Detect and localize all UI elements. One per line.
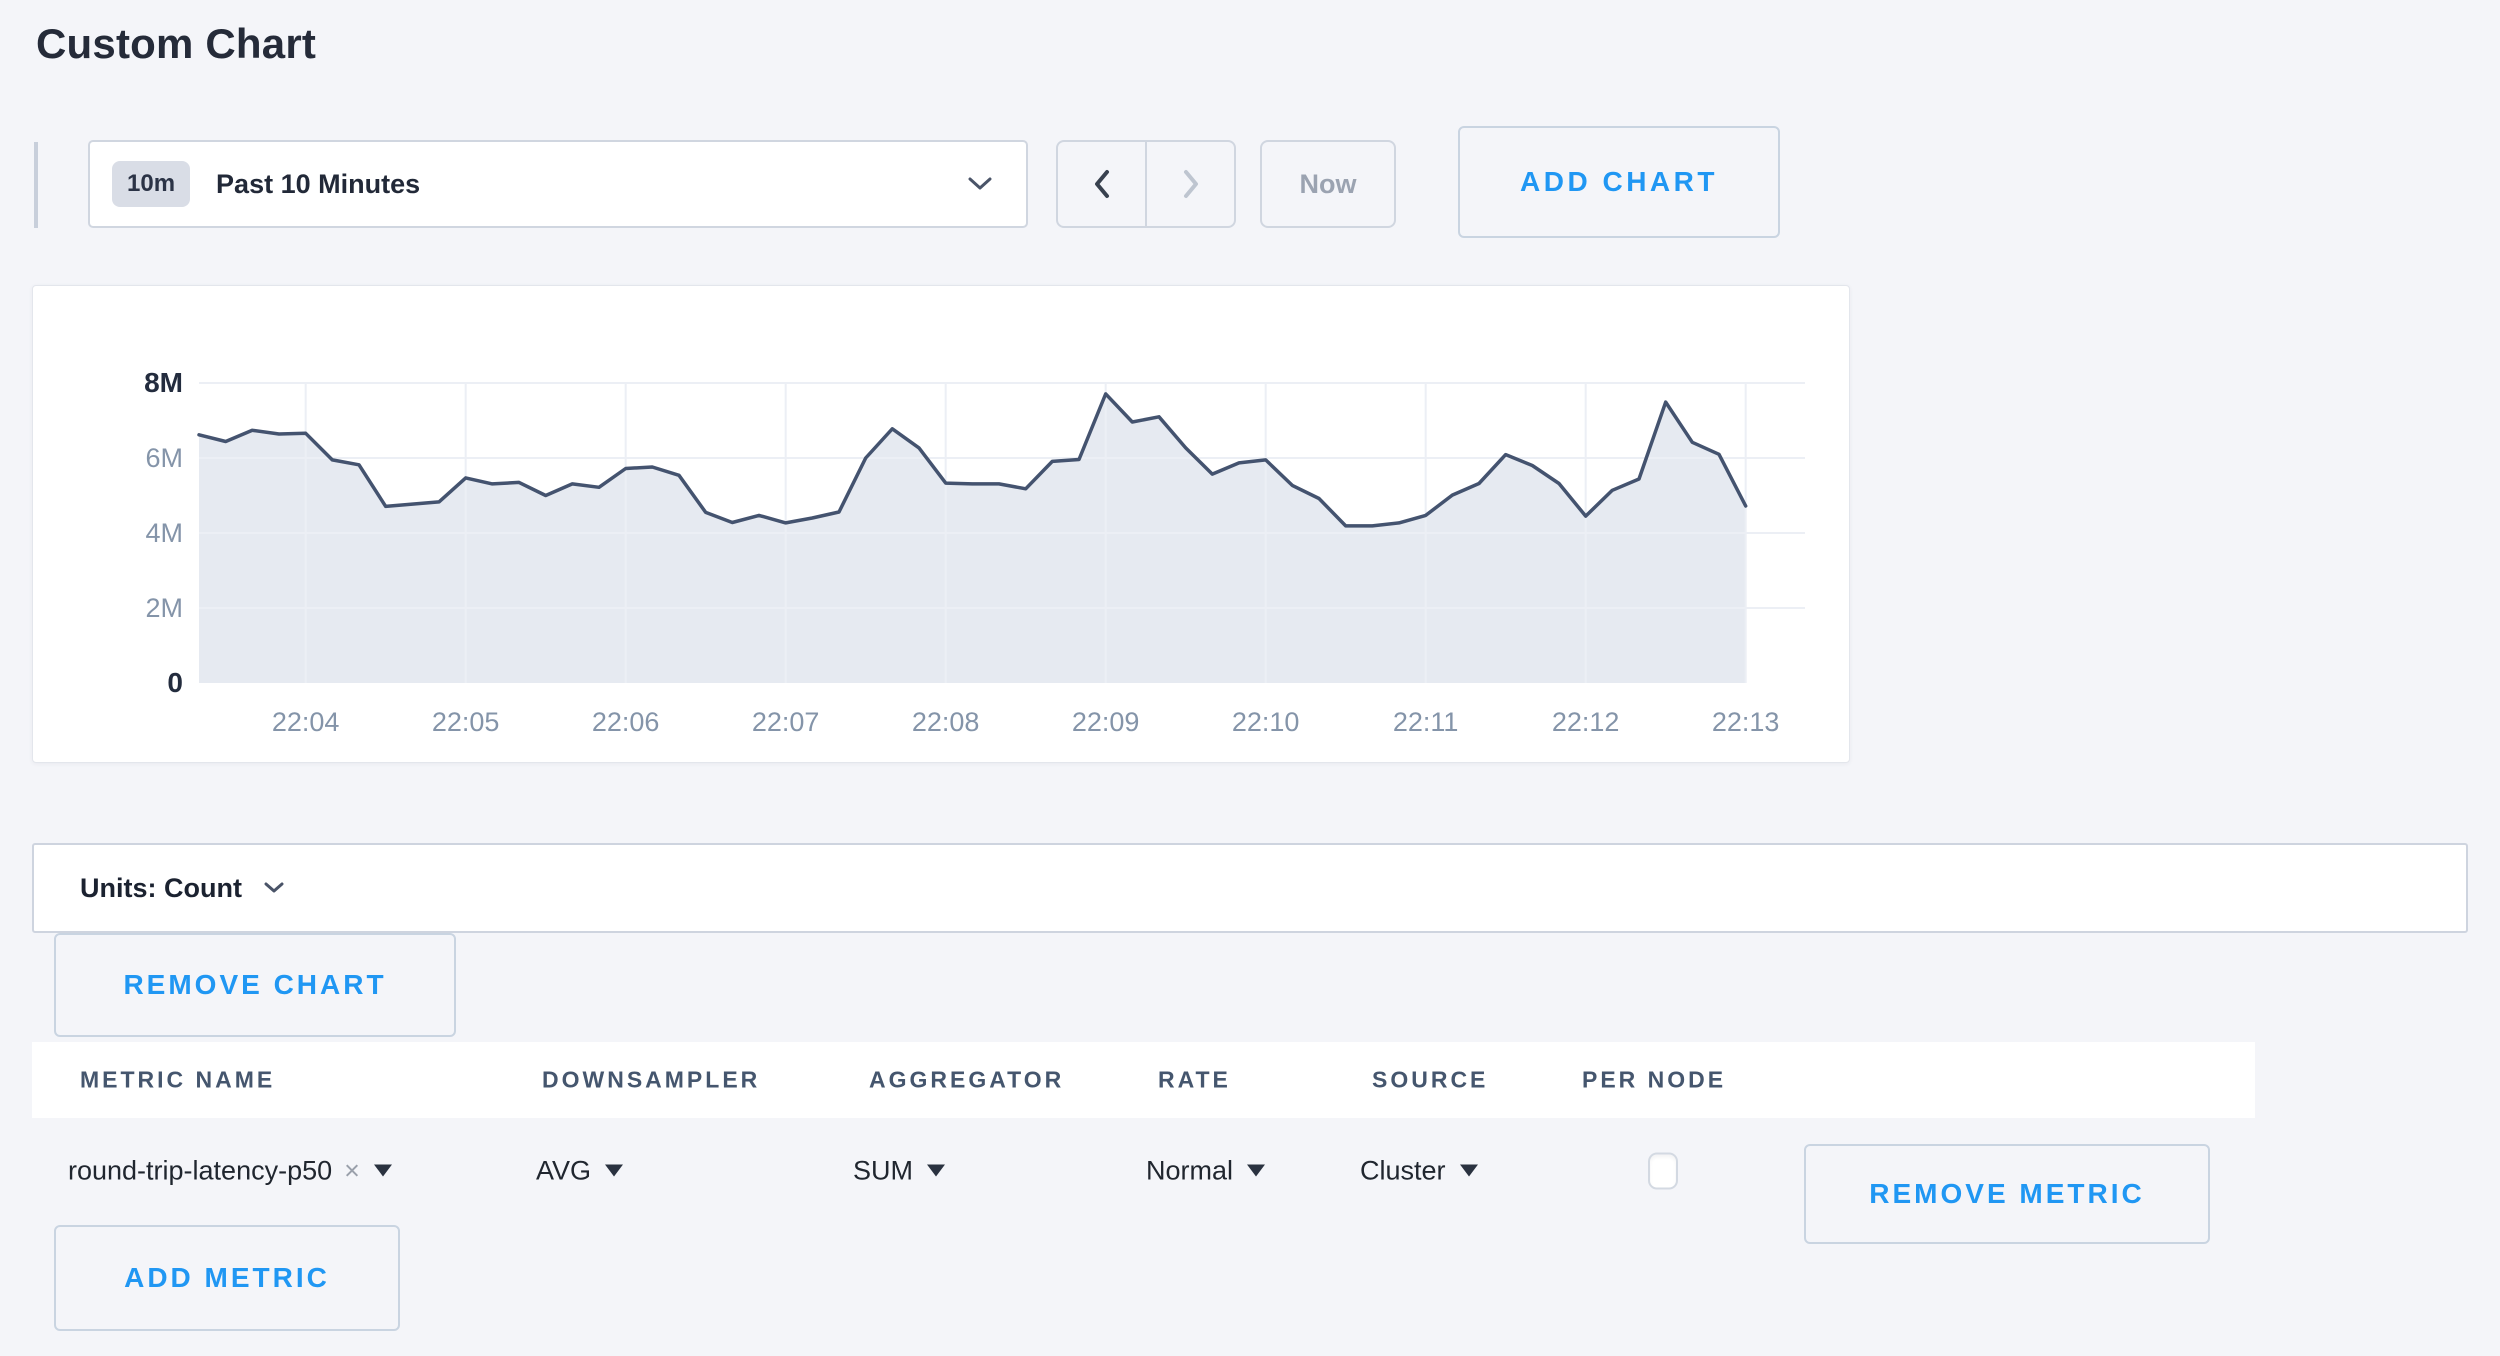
clear-metric-icon[interactable]: ×	[344, 1155, 360, 1185]
series-line	[197, 392, 1748, 528]
source-value: Cluster	[1360, 1155, 1446, 1185]
time-range-badge: 10m	[112, 161, 191, 207]
series-area-fill	[199, 393, 1746, 683]
prev-time-button[interactable]	[1058, 142, 1147, 226]
next-time-button[interactable]	[1147, 142, 1234, 226]
metrics-table-header: METRIC NAME DOWNSAMPLER AGGREGATOR RATE …	[32, 1042, 2255, 1118]
y-axis-tick-label: 6M	[145, 443, 183, 473]
add-metric-button[interactable]: ADD METRIC	[54, 1225, 400, 1331]
chart-plot-area[interactable]: 0 2M 4M 6M 8M 22:04 22:05 22:06 22:07 22:08 22:09 2…	[33, 286, 1851, 764]
chart-card: 0 2M 4M 6M 8M 22:04 22:05 22:06 22:07 22:08 22:09 2…	[32, 285, 1850, 763]
x-axis-tick-label: 22:12	[1552, 707, 1620, 737]
y-axis-tick-label: 8M	[144, 367, 183, 398]
y-axis-tick-label: 4M	[145, 518, 183, 548]
aggregator-dropdown[interactable]: SUM	[853, 1155, 945, 1186]
per-node-checkbox[interactable]	[1648, 1152, 1678, 1189]
units-selector[interactable]: Units: Count	[32, 843, 2468, 933]
x-axis-tick-label: 22:05	[432, 707, 500, 737]
x-axis-tick-label: 22:13	[1712, 707, 1780, 737]
caret-down-icon	[1459, 1164, 1478, 1177]
x-axis-tick-label: 22:06	[592, 707, 660, 737]
rate-dropdown[interactable]: Normal	[1146, 1155, 1266, 1186]
drag-handle-bar	[34, 142, 38, 228]
col-header-downsampler: DOWNSAMPLER	[542, 1066, 761, 1093]
chevron-left-icon	[1094, 170, 1109, 198]
remove-chart-button[interactable]: REMOVE CHART	[54, 933, 456, 1037]
y-axis-tick-label: 2M	[145, 593, 183, 623]
remove-metric-button[interactable]: REMOVE METRIC	[1804, 1144, 2210, 1244]
col-header-per-node: PER NODE	[1582, 1066, 1727, 1093]
rate-value: Normal	[1146, 1155, 1234, 1185]
caret-down-icon	[927, 1164, 945, 1177]
units-label: Units: Count	[80, 872, 242, 903]
page-title: Custom Chart	[36, 20, 317, 67]
time-nav-group	[1056, 140, 1236, 228]
time-range-selector[interactable]: 10m Past 10 Minutes	[88, 140, 1028, 228]
x-axis-tick-label: 22:04	[272, 707, 340, 737]
source-dropdown[interactable]: Cluster	[1360, 1155, 1478, 1186]
downsampler-dropdown[interactable]: AVG	[536, 1155, 624, 1186]
x-axis-tick-label: 22:10	[1232, 707, 1300, 737]
chevron-down-icon	[264, 882, 284, 893]
x-axis-tick-label: 22:11	[1393, 707, 1459, 737]
add-chart-button[interactable]: ADD CHART	[1458, 126, 1780, 238]
caret-down-icon	[605, 1164, 624, 1177]
col-header-metric-name: METRIC NAME	[80, 1066, 276, 1093]
x-axis-tick-label: 22:07	[752, 707, 820, 737]
col-header-aggregator: AGGREGATOR	[869, 1066, 1065, 1093]
caret-down-icon	[1247, 1164, 1266, 1177]
chevron-down-icon[interactable]	[968, 177, 992, 191]
x-axis-tick-label: 22:08	[912, 707, 980, 737]
metric-name-value: round-trip-latency-p50	[68, 1155, 333, 1185]
metric-name-dropdown[interactable]: round-trip-latency-p50 ×	[68, 1155, 392, 1186]
time-range-label: Past 10 Minutes	[216, 168, 421, 199]
caret-down-icon	[373, 1164, 392, 1177]
chevron-right-icon	[1183, 170, 1198, 198]
y-axis-tick-label: 0	[167, 667, 183, 698]
col-header-source: SOURCE	[1372, 1066, 1489, 1093]
x-axis-tick-label: 22:09	[1072, 707, 1140, 737]
col-header-rate: RATE	[1158, 1066, 1231, 1093]
downsampler-value: AVG	[536, 1155, 592, 1185]
metric-table-row: round-trip-latency-p50 × AVG SUM Normal …	[0, 1118, 2500, 1223]
aggregator-value: SUM	[853, 1155, 913, 1185]
now-button[interactable]: Now	[1260, 140, 1396, 228]
